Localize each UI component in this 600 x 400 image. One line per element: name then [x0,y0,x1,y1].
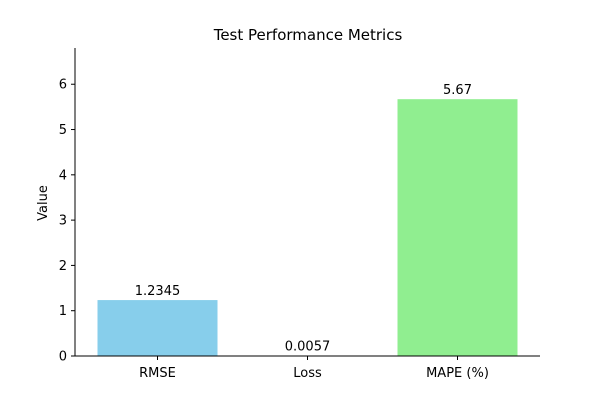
y-tick-label: 6 [59,78,67,93]
y-tick-label: 1 [59,304,67,319]
x-tick-label: RMSE [139,366,176,381]
y-tick-label: 0 [59,350,67,365]
data-label: 0.0057 [285,340,331,355]
y-tick-label: 4 [59,168,67,183]
bars [97,99,518,357]
y-tick-label: 2 [59,259,67,274]
y-tick-label: 3 [59,214,67,229]
y-axis-ticks: 0 1 2 3 4 5 6 [59,78,75,365]
x-tick-label: MAPE (%) [426,366,489,381]
y-axis-label: Value [36,185,51,221]
data-label: 1.2345 [135,284,181,299]
bar-mape [397,99,518,357]
x-tick-label: Loss [293,366,322,381]
data-label: 5.67 [443,83,472,98]
chart-title: Test Performance Metrics [213,26,403,44]
data-labels: 1.2345 0.0057 5.67 [135,83,472,355]
y-tick-label: 5 [59,123,67,138]
x-axis-ticks: RMSE Loss MAPE (%) [139,356,489,381]
bar-rmse [97,300,218,356]
